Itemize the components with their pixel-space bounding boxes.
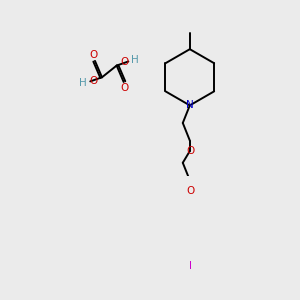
Text: O: O	[121, 57, 129, 68]
Text: O: O	[121, 83, 129, 93]
Text: O: O	[90, 76, 98, 85]
Text: N: N	[186, 100, 194, 110]
Text: I: I	[189, 261, 192, 272]
Text: H: H	[131, 55, 139, 65]
Text: H: H	[80, 78, 87, 88]
Text: O: O	[186, 186, 194, 196]
Text: O: O	[186, 146, 194, 156]
Text: O: O	[90, 50, 98, 60]
